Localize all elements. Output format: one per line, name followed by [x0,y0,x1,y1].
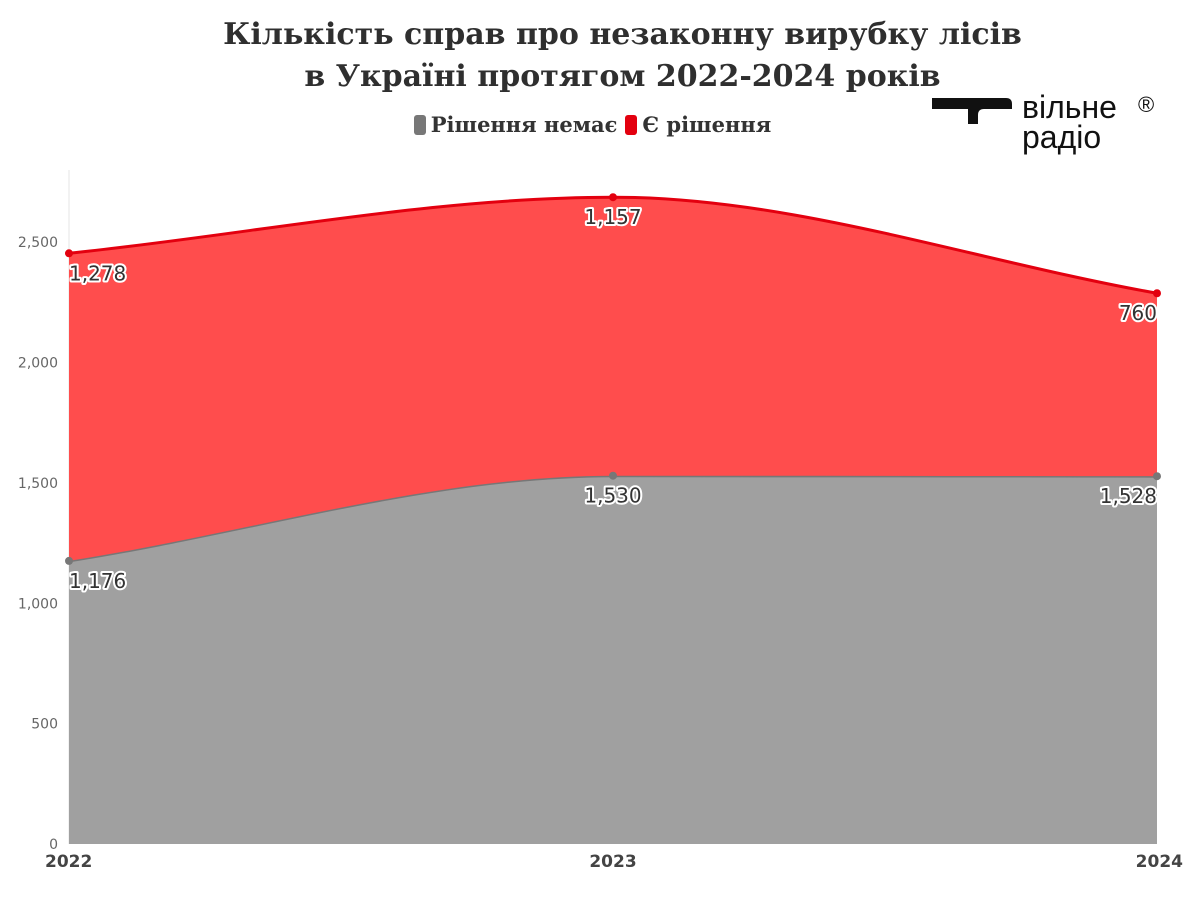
data-label: 1,530 [584,484,641,508]
logo-text-line-2: радіо [1022,119,1102,155]
y-tick-label: 1,000 [18,596,58,612]
x-axis-ticks: 2022 2023 2024 [45,852,1183,872]
y-axis-ticks: 0 500 1,000 1,500 2,000 2,500 [18,235,58,853]
data-point[interactable] [1153,289,1161,298]
series-areas [68,195,1158,844]
brand-logo: вільне радіо ® [932,89,1162,160]
y-tick-label: 500 [31,717,58,733]
y-tick-label: 0 [49,837,58,853]
chart-title-line-1: Кількість справ про незаконну вирубку лі… [223,17,1022,52]
legend-label-decision: Є рішення [642,112,772,137]
data-point[interactable] [609,471,617,480]
data-label: 1,278 [69,261,126,285]
data-label: 1,157 [584,205,641,229]
logo-mark-icon [932,98,1012,124]
series-area [69,197,1157,561]
data-label: 1,528 [1100,484,1157,508]
x-tick-label: 2024 [1136,852,1183,872]
x-tick-label: 2023 [589,852,636,872]
legend-label-no-decision: Рішення немає [430,112,618,137]
data-point[interactable] [65,249,73,258]
chart-title: Кількість справ про незаконну вирубку лі… [0,14,1200,98]
chart-title-line-2: в Україні протягом 2022-2024 років [304,59,941,94]
data-label: 1,176 [69,569,126,593]
logo-text: вільне радіо [1022,89,1117,155]
data-point[interactable] [1153,472,1161,481]
legend-swatch-no-decision [413,114,426,135]
data-labels: 1,176 1,530 1,528 1,278 1,157 760 [67,203,1159,595]
registered-mark: ® [1138,92,1155,117]
legend-item-decision[interactable]: Є рішення [625,112,771,137]
data-point[interactable] [65,556,73,565]
legend-item-no-decision[interactable]: Рішення немає [413,112,618,137]
y-tick-label: 1,500 [18,476,58,492]
data-point[interactable] [609,193,617,202]
legend-swatch-decision [625,114,638,135]
series-points [65,193,1161,565]
series-area [69,475,1157,844]
data-label: 760 [1119,301,1157,325]
x-tick-label: 2022 [45,852,92,872]
y-tick-label: 2,000 [18,356,58,372]
logo-text-line-1: вільне [1022,89,1117,125]
y-tick-label: 2,500 [18,235,58,251]
legend: Рішення немає Є рішення [0,112,1185,137]
